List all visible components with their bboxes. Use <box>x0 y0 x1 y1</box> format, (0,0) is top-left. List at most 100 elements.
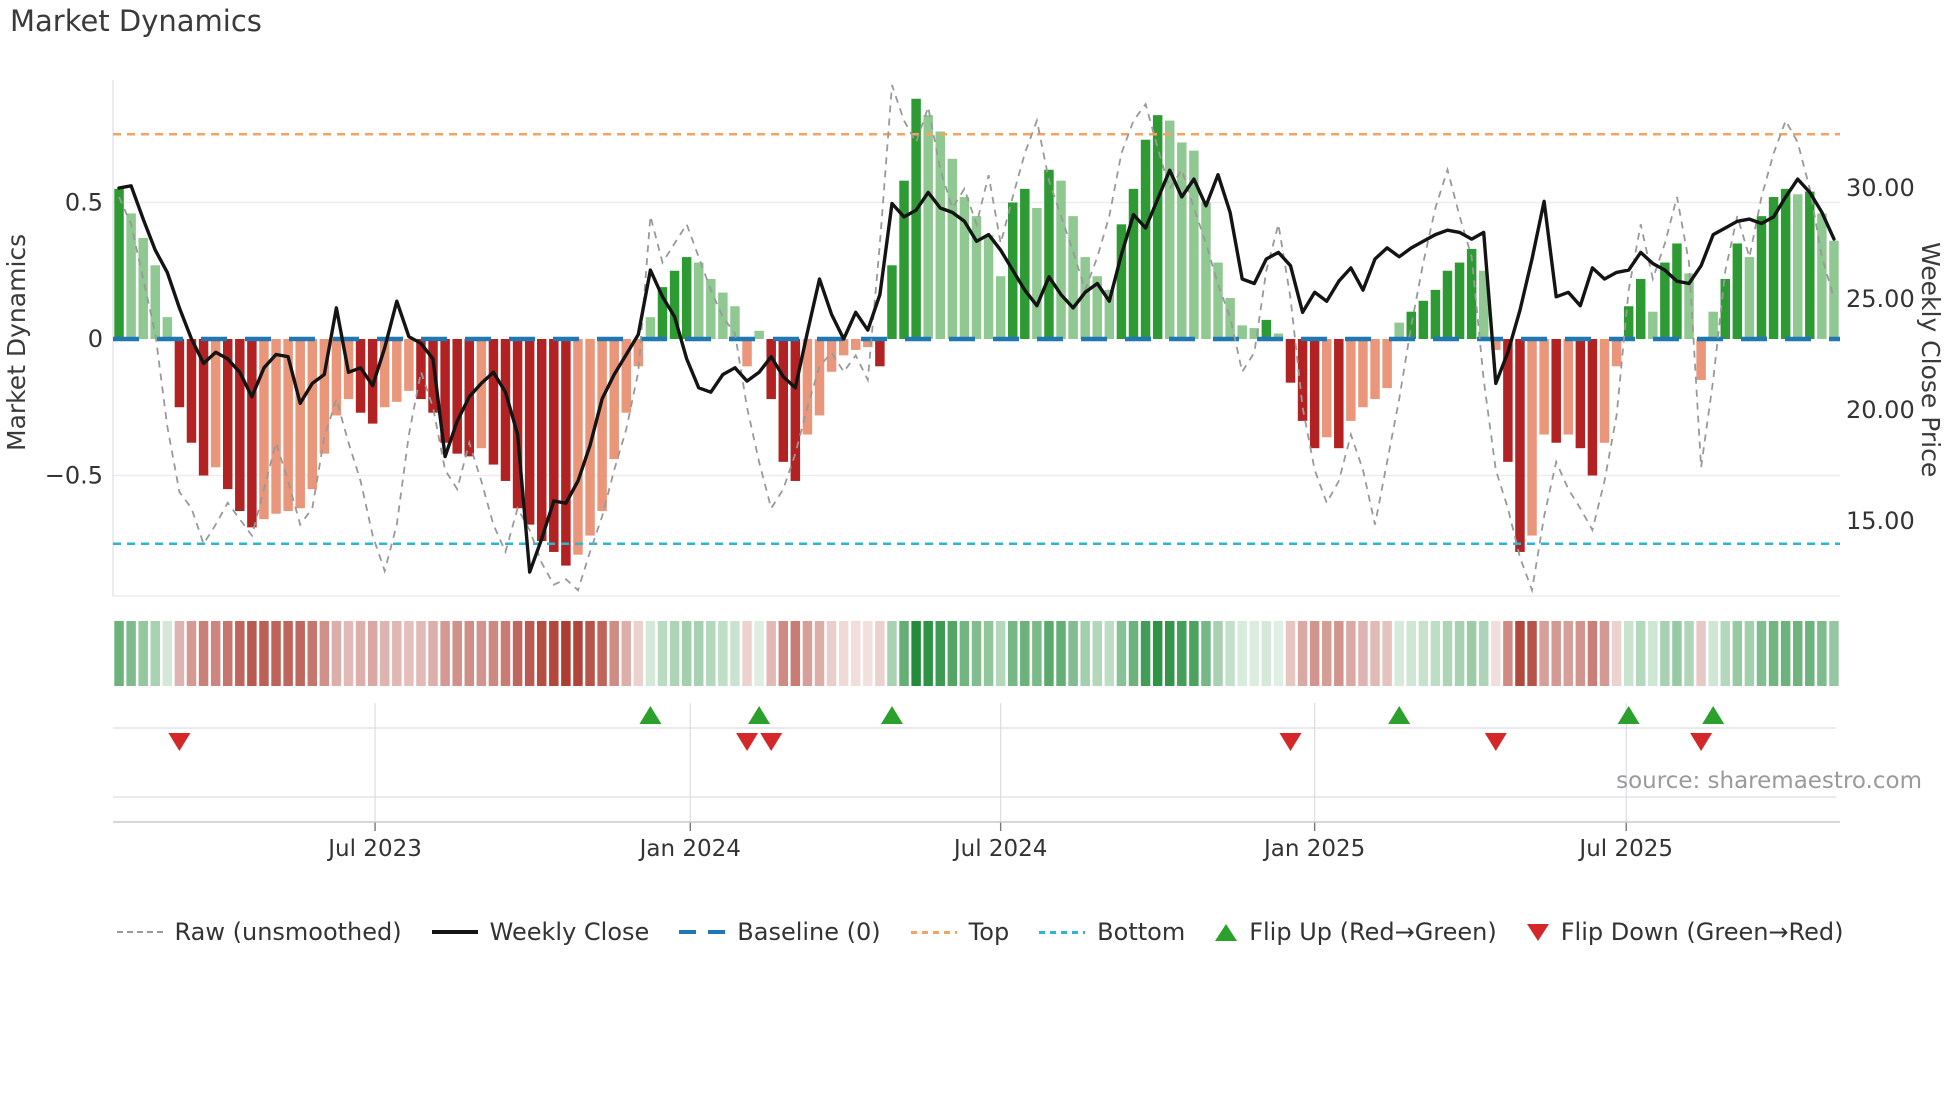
heatmap-cell <box>476 621 487 686</box>
bar <box>826 339 837 372</box>
bar <box>1672 243 1682 339</box>
heatmap-cell <box>464 621 475 686</box>
heatmap-cell <box>573 621 583 686</box>
bar <box>730 306 740 339</box>
bar <box>198 339 209 476</box>
heatmap-cell <box>1478 621 1489 686</box>
heatmap-cell <box>1780 621 1791 686</box>
heatmap-cell <box>536 621 547 686</box>
heatmap-cell <box>1189 621 1199 686</box>
heatmap-cell <box>1768 621 1779 686</box>
bar <box>1346 339 1356 421</box>
bar <box>1140 139 1151 339</box>
heatmap-cell <box>826 621 837 686</box>
legend-item-flip-up: Flip Up (Red→Green) <box>1215 918 1497 946</box>
source-credit: source: sharemaestro.com <box>1616 768 1922 794</box>
flip-up-marker <box>639 706 662 724</box>
heatmap-cell <box>1684 621 1694 686</box>
legend-item-baseline: Baseline (0) <box>679 918 881 946</box>
heatmap-cell <box>850 621 861 686</box>
heatmap-cell <box>416 621 426 686</box>
bar <box>983 235 994 339</box>
heatmap-cell <box>1020 621 1030 686</box>
heatmap-cell <box>887 621 897 686</box>
heatmap-cell <box>1744 621 1755 686</box>
heatmap-cell <box>1370 621 1380 686</box>
flip-down-marker <box>1484 733 1507 751</box>
heatmap-cell <box>742 621 752 686</box>
bar <box>1478 270 1489 339</box>
bar <box>1623 306 1634 339</box>
bar <box>1587 339 1598 476</box>
bar <box>1768 197 1779 339</box>
heatmap-cell <box>549 621 559 686</box>
heatmap-cell <box>307 621 318 686</box>
bar <box>1805 191 1815 339</box>
bar <box>850 339 861 350</box>
heatmap-cell <box>718 621 728 686</box>
bar <box>1406 311 1417 339</box>
bar <box>645 317 656 339</box>
flip-up-marker <box>1702 706 1725 724</box>
bar <box>259 339 269 520</box>
bar <box>1056 180 1066 339</box>
heatmap-cell <box>983 621 994 686</box>
bar <box>1177 142 1187 339</box>
heatmap-cell <box>1551 621 1561 686</box>
heatmap-cell <box>271 621 281 686</box>
right-tick-label: 30.00 <box>1846 174 1915 202</box>
bar <box>416 339 426 400</box>
right-tick-label: 15.00 <box>1846 507 1915 535</box>
heatmap-cell <box>1092 621 1103 686</box>
heatmap-cell <box>766 621 776 686</box>
bar <box>1225 298 1235 339</box>
heatmap-cell <box>488 621 499 686</box>
cyan-dot-swatch-icon <box>1039 930 1086 934</box>
heatmap-cell <box>971 621 982 686</box>
bar <box>742 339 752 367</box>
bar <box>1273 333 1284 339</box>
heatmap-cell <box>1792 621 1803 686</box>
bar <box>609 339 619 460</box>
bar <box>1527 339 1537 536</box>
heatmap-cell <box>512 621 523 686</box>
bar <box>271 339 281 514</box>
bar <box>1829 240 1839 339</box>
heatmap-cell <box>295 621 305 686</box>
heatmap-cell <box>802 621 813 686</box>
bar <box>1249 328 1260 339</box>
heatmap-cell <box>935 621 946 686</box>
heatmap-cell <box>1515 621 1525 686</box>
legend-item-bottom: Bottom <box>1039 918 1185 946</box>
right-axis-label: Weekly Close Price <box>1916 242 1945 478</box>
down-triangle-icon <box>1526 923 1549 941</box>
left-tick-label: 0 <box>88 325 103 353</box>
bar <box>1660 262 1670 339</box>
bar <box>1080 257 1090 339</box>
heatmap-cell <box>995 621 1006 686</box>
bar <box>585 339 595 536</box>
heatmap-cell <box>754 621 764 686</box>
legend-label: Raw (unsmoothed) <box>174 918 402 946</box>
right-tick-label: 20.00 <box>1846 396 1915 424</box>
heatmap-cell <box>367 621 378 686</box>
bar <box>452 339 462 454</box>
heatmap-cell <box>1623 621 1634 686</box>
bar <box>295 339 305 509</box>
bar <box>802 339 813 435</box>
bar <box>1297 339 1308 421</box>
heatmap-cell <box>162 621 173 686</box>
bar <box>1020 188 1030 339</box>
heatmap-cell <box>1140 621 1151 686</box>
bar <box>488 339 499 465</box>
raw-line-swatch-icon <box>116 931 163 933</box>
bar <box>899 180 909 339</box>
heatmap-cell <box>440 621 450 686</box>
heatmap-cell <box>1720 621 1731 686</box>
heatmap-cell <box>621 621 632 686</box>
bar <box>1563 339 1574 435</box>
raw-line <box>118 84 1835 594</box>
bar <box>235 339 245 511</box>
heatmap-cell <box>561 621 571 686</box>
